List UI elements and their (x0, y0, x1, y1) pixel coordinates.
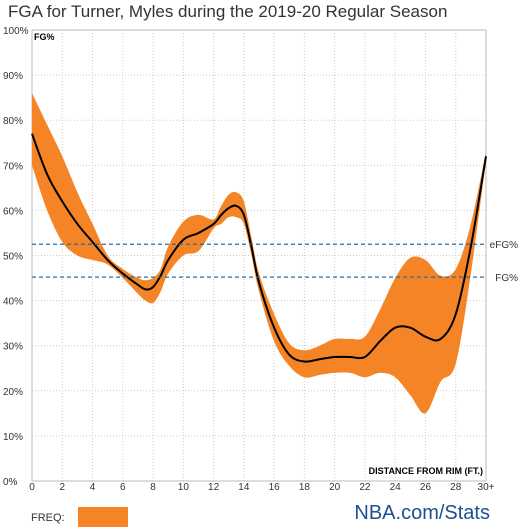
x-tick-label: 18 (299, 482, 311, 493)
source-link[interactable]: NBA.com/Stats (354, 502, 490, 524)
fg-line (31, 133, 487, 363)
fg-line-layer (31, 133, 487, 363)
x-tick-label: 14 (238, 482, 250, 493)
x-tick-label: 30+ (478, 482, 495, 493)
y-tick-label: 10% (3, 432, 23, 443)
y-tick-label: 30% (3, 342, 23, 353)
y-tick-label: 90% (3, 71, 23, 82)
x-axis-title: DISTANCE FROM RIM (FT.) (369, 466, 483, 476)
reference-lines: eFG% FG% (32, 240, 518, 284)
x-tick-label: 20 (329, 482, 341, 493)
freq-band (32, 93, 486, 414)
x-tick-label: 22 (359, 482, 371, 493)
tick-labels: 0%10%20%30%40%50%60%70%80%90%100%0 2 4 6 8 10… (3, 26, 495, 493)
x-tick-label: 24 (390, 482, 402, 493)
y-tick-label: 40% (3, 297, 23, 308)
x-tick-label: 2 (59, 482, 65, 493)
y-tick-label: 80% (3, 116, 23, 127)
x-tick-label: 28 (450, 482, 462, 493)
x-tick-label: 8 (150, 482, 156, 493)
x-tick-label: 16 (269, 482, 281, 493)
y-tick-label: 20% (3, 387, 23, 398)
chart-title: FGA for Turner, Myles during the 2019-20… (8, 2, 448, 21)
y-tick-label: 50% (3, 252, 23, 263)
x-tick-label: 0 (29, 482, 35, 493)
legend-swatch (78, 507, 128, 527)
y-tick-label: 70% (3, 161, 23, 172)
freq-band-layer (32, 93, 486, 414)
x-tick-label: 12 (208, 482, 220, 493)
x-tick-label: 26 (420, 482, 432, 493)
chart-plot: eFG%FG% 0%10%20%30%40%50%60%70%80%90%100… (3, 26, 518, 493)
reference-label: FG% (495, 273, 518, 284)
y-tick-label: 60% (3, 206, 23, 217)
x-tick-label: 10 (178, 482, 190, 493)
y-axis-title: FG% (34, 32, 55, 42)
y-tick-label: 100% (3, 26, 29, 37)
y-tick-label: 0% (3, 477, 18, 488)
x-tick-label: 4 (90, 482, 96, 493)
reference-label: eFG% (490, 240, 518, 251)
legend-label: FREQ: (31, 512, 65, 524)
x-tick-label: 6 (120, 482, 126, 493)
